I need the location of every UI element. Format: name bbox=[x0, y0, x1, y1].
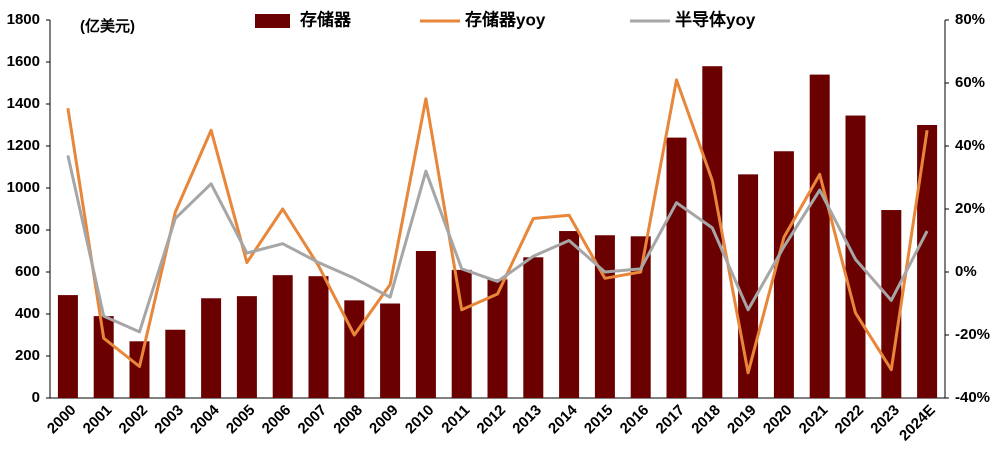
x-tick-label: 2003 bbox=[151, 402, 187, 438]
x-tick-label: 2001 bbox=[80, 402, 116, 438]
x-tick-label: 2007 bbox=[295, 402, 331, 438]
x-tick-label: 2009 bbox=[366, 402, 402, 438]
bar bbox=[380, 303, 401, 398]
y-tick-label: 200 bbox=[15, 347, 40, 364]
bar bbox=[917, 125, 938, 398]
y-tick-label: 1200 bbox=[7, 137, 40, 154]
x-tick-label: 2024E bbox=[896, 402, 939, 445]
y-tick-label: 1800 bbox=[7, 11, 40, 28]
legend-label: 存储器yoy bbox=[465, 9, 546, 29]
line bbox=[66, 78, 929, 375]
x-tick-label: 2010 bbox=[402, 402, 438, 438]
x-tick-label: 2006 bbox=[259, 402, 295, 438]
bar bbox=[201, 298, 222, 398]
y-tick-label: 1600 bbox=[7, 53, 40, 70]
bar bbox=[451, 269, 472, 398]
y-tick-label: 400 bbox=[15, 305, 40, 322]
bar bbox=[165, 329, 186, 398]
y-tick-label: 1400 bbox=[7, 95, 40, 112]
bar bbox=[559, 231, 580, 398]
y-tick-label: 600 bbox=[15, 263, 40, 280]
bar bbox=[666, 137, 687, 398]
x-tick-label: 2019 bbox=[724, 402, 760, 438]
y2-tick-label: 20% bbox=[955, 200, 985, 217]
line bbox=[66, 155, 929, 334]
x-tick-label: 2021 bbox=[796, 402, 832, 438]
legend-label: 存储器 bbox=[300, 9, 352, 29]
bar bbox=[630, 236, 651, 398]
x-tick-label: 2013 bbox=[509, 402, 545, 438]
y2-tick-label: 80% bbox=[955, 11, 985, 28]
bar bbox=[809, 74, 830, 398]
x-tick-label: 2012 bbox=[474, 402, 510, 438]
y2-tick-label: -20% bbox=[955, 326, 990, 343]
bar bbox=[129, 341, 150, 398]
x-tick-label: 2000 bbox=[44, 402, 80, 438]
y-tick-label: 1000 bbox=[7, 179, 40, 196]
x-tick-label: 2017 bbox=[653, 402, 689, 438]
y-tick-label: 0 bbox=[32, 389, 40, 406]
x-tick-label: 2002 bbox=[116, 402, 152, 438]
bar bbox=[773, 151, 794, 398]
x-tick-label: 2008 bbox=[330, 402, 366, 438]
x-tick-label: 2018 bbox=[688, 402, 724, 438]
bar bbox=[272, 275, 293, 398]
x-tick-label: 2004 bbox=[187, 401, 223, 437]
x-tick-label: 2022 bbox=[832, 402, 868, 438]
bar bbox=[523, 257, 544, 398]
y2-tick-label: -40% bbox=[955, 389, 990, 406]
bar bbox=[415, 251, 436, 398]
y2-tick-label: 0% bbox=[955, 263, 977, 280]
x-tick-label: 2011 bbox=[438, 402, 473, 437]
bar bbox=[738, 174, 759, 398]
legend-swatch bbox=[255, 14, 290, 28]
bar bbox=[702, 66, 723, 398]
y-tick-label: 800 bbox=[15, 221, 40, 238]
x-tick-label: 2016 bbox=[617, 402, 653, 438]
bar bbox=[308, 276, 329, 398]
y2-tick-label: 40% bbox=[955, 137, 985, 154]
bar bbox=[344, 300, 365, 398]
unit-annotation: (亿美元) bbox=[80, 17, 135, 35]
bar bbox=[236, 296, 257, 398]
x-tick-label: 2005 bbox=[223, 402, 259, 438]
bar bbox=[93, 316, 114, 398]
legend-label: 半导体yoy bbox=[675, 9, 756, 29]
x-tick-label: 2014 bbox=[545, 401, 581, 437]
bar bbox=[881, 210, 902, 398]
bar bbox=[594, 235, 615, 398]
bar bbox=[57, 295, 78, 398]
x-tick-label: 2015 bbox=[581, 402, 617, 438]
x-tick-label: 2020 bbox=[760, 402, 796, 438]
bar bbox=[487, 279, 508, 398]
y2-tick-label: 60% bbox=[955, 74, 985, 91]
